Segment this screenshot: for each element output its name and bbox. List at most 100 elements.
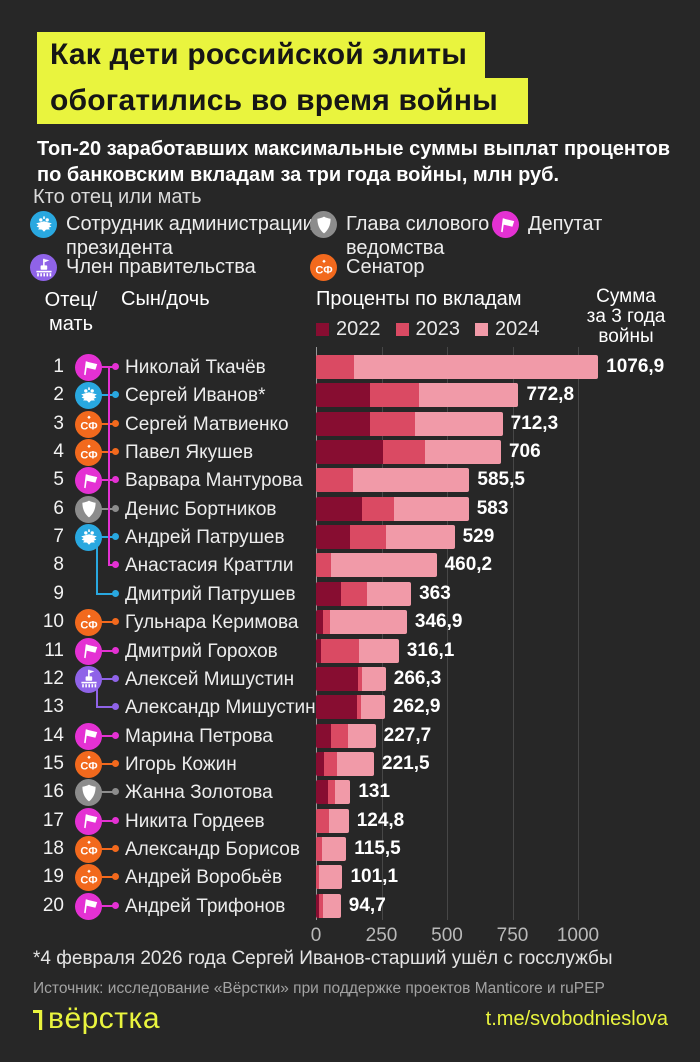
bar-segment-2023 [340,581,367,606]
chart-rows: 1 Николай Ткачёв 1076,9 2 Сергей Иванов* 772,… [0,353,700,921]
child-name: Марина Петрова [125,725,274,747]
verstka-logo: вёрстка [33,1002,160,1036]
parent-icon-security [75,779,102,807]
column-header-sum: Сумма за 3 года войны [586,286,666,347]
stacked-bar [316,723,376,748]
stacked-bar [316,836,347,861]
bar-segment-2023 [322,610,330,635]
name-dot [112,816,119,824]
subtitle: Топ-20 заработавших максимальные суммы в… [37,138,670,186]
child-name: Павел Якушев [125,442,254,464]
stacked-bar [316,383,519,408]
chart-row: 3 СФ Сергей Матвиенко 712,3 [0,410,700,438]
bar-segment-2024 [329,610,407,635]
bar-segment-2022 [316,893,319,918]
column-header-child: Сын/дочь [121,288,210,310]
name-dot [112,646,119,654]
year-label: 2022 [336,318,381,340]
name-dot [112,703,119,711]
year-legend-item-2022: 2022 [316,318,381,341]
value-label: 529 [462,526,495,548]
parent-icon-admin [75,524,102,552]
column-header-percents: Проценты по вкладам [316,288,522,310]
value-label: 583 [476,497,509,519]
parent-icon-deputy [75,722,102,750]
chart-row: 16 Жанна Золотова 131 [0,778,700,807]
icon-connector-line [99,394,113,397]
chart-row: 5 Варвара Мантурова 585,5 [0,466,700,495]
chart-row: 6 Денис Бортников 583 [0,495,700,523]
bar-segment-2024 [319,865,343,890]
year-swatch-2024 [475,323,488,336]
bar-segment-2023 [356,695,362,720]
chart-row: 7 Андрей Патрушев 529 [0,523,700,552]
name-dot [112,844,119,852]
bar-segment-2022 [316,666,358,691]
rank-number: 7 [53,526,64,548]
bar-segment-2023 [318,893,324,918]
flag-icon [492,211,519,238]
value-label: 772,8 [526,384,575,406]
footnote: *4 февраля 2026 года Сергей Иванов-старш… [33,948,613,969]
logo-mark-icon [33,1010,43,1030]
rank-number: 8 [53,554,64,576]
svg-text:СФ: СФ [80,846,97,858]
stacked-bar [316,751,375,776]
family-link-line [108,367,110,566]
parent-icon-senator: СФ [75,864,102,892]
child-name: Жанна Золотова [125,782,273,804]
icon-connector-line [99,366,113,368]
icon-connector-line [99,507,113,510]
bar-segment-2024 [361,666,386,691]
child-name: Игорь Кожин [125,753,237,775]
gridline-750 [512,347,514,920]
page-title: Как дети российской элиты обогатились во… [37,32,529,124]
name-dot [112,448,119,456]
value-label: 131 [358,781,391,803]
legend-label: Член правительства [66,256,256,278]
bar-segment-2024 [323,893,341,918]
year-swatch-2022 [316,323,329,336]
bar-segment-2023 [316,865,320,890]
value-label: 221,5 [382,752,430,774]
family-link-stub [96,706,113,709]
stacked-bar [316,553,437,578]
value-label: 262,9 [392,696,441,718]
telegram-link[interactable]: t.me/svobodnieslova [485,1008,668,1030]
legend-item-senator: СФ Сенатор [310,254,424,281]
bar-segment-2024 [419,383,519,408]
icon-connector-line [99,479,113,482]
gridline-500 [447,347,448,920]
bar-segment-2022 [316,525,350,550]
icon-connector-line [99,762,113,765]
bar-segment-2023 [324,751,338,776]
title-line-1: Как дети российской элиты [37,32,486,78]
parent-icon-admin [75,382,102,410]
legend-item-government: Член правительства [30,254,256,281]
icon-connector-line [99,847,113,850]
chart-row: 12 Алексей Мишустин 266,3 [0,665,700,693]
year-swatch-2023 [395,323,409,336]
stacked-bar [316,411,503,436]
icon-connector-line [99,621,113,624]
bar-segment-2024 [337,751,375,776]
rank-number: 5 [53,469,64,491]
stacked-bar [316,666,386,691]
bar-segment-2022 [316,440,383,465]
bar-segment-2024 [348,723,376,748]
name-dot [112,504,119,512]
bar-segment-2024 [366,581,412,606]
icon-connector-line [99,422,113,425]
name-dot [112,561,119,569]
value-label: 363 [419,582,451,604]
value-label: 124,8 [356,809,405,831]
stacked-bar [316,780,351,805]
bar-segment-2023 [320,638,360,663]
child-name: Александр Мишустин [125,697,316,719]
icon-connector-line [99,536,113,539]
bar-segment-2023 [349,525,387,550]
rank-number: 12 [42,667,64,689]
chart-row: 9 Дмитрий Патрушев 363 [0,580,700,608]
year-legend-item-2023: 2023 [395,318,460,341]
bar-segment-2023 [369,383,420,408]
